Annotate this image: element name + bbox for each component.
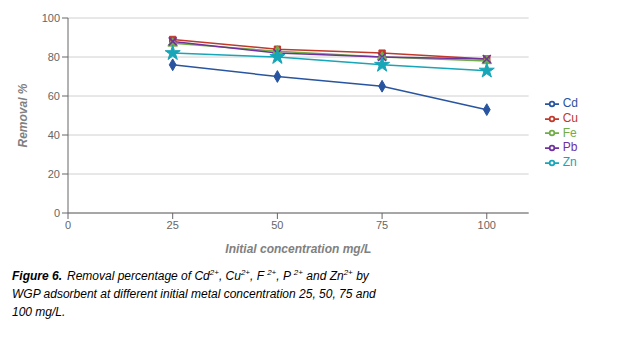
html-text:Cu: Cu <box>562 110 578 125</box>
svg-text:50: 50 <box>271 219 283 231</box>
svg-text:100: 100 <box>42 12 60 24</box>
html-text:WGP adsorbent at different ini: WGP adsorbent at different initial metal… <box>12 287 376 301</box>
html-text:Removal percentage of Cd2+, Cu: Removal percentage of Cd2+, Cu2+, F2+, P… <box>67 268 369 283</box>
svg-text:0: 0 <box>65 219 71 231</box>
svg-text:75: 75 <box>376 219 388 231</box>
svg-text:100: 100 <box>478 219 496 231</box>
svg-text:25: 25 <box>167 219 179 231</box>
html-text:Zn: Zn <box>562 155 577 170</box>
svg-text:Initial concentration mg/L: Initial concentration mg/L <box>225 242 371 256</box>
svg-text:0: 0 <box>54 207 60 219</box>
html-text:Pb: Pb <box>562 140 578 155</box>
html-text:100 mg/L.: 100 mg/L. <box>12 305 66 319</box>
svg-text:Removal %: Removal % <box>16 83 30 147</box>
svg-text:60: 60 <box>48 90 60 102</box>
html-text:Cd: Cd <box>562 95 578 110</box>
html-text:Fe: Fe <box>562 125 577 140</box>
svg-text:80: 80 <box>48 51 60 63</box>
svg-text:20: 20 <box>48 168 60 180</box>
html-text:Figure 6.: Figure 6. <box>12 269 62 283</box>
svg-text:40: 40 <box>48 129 60 141</box>
